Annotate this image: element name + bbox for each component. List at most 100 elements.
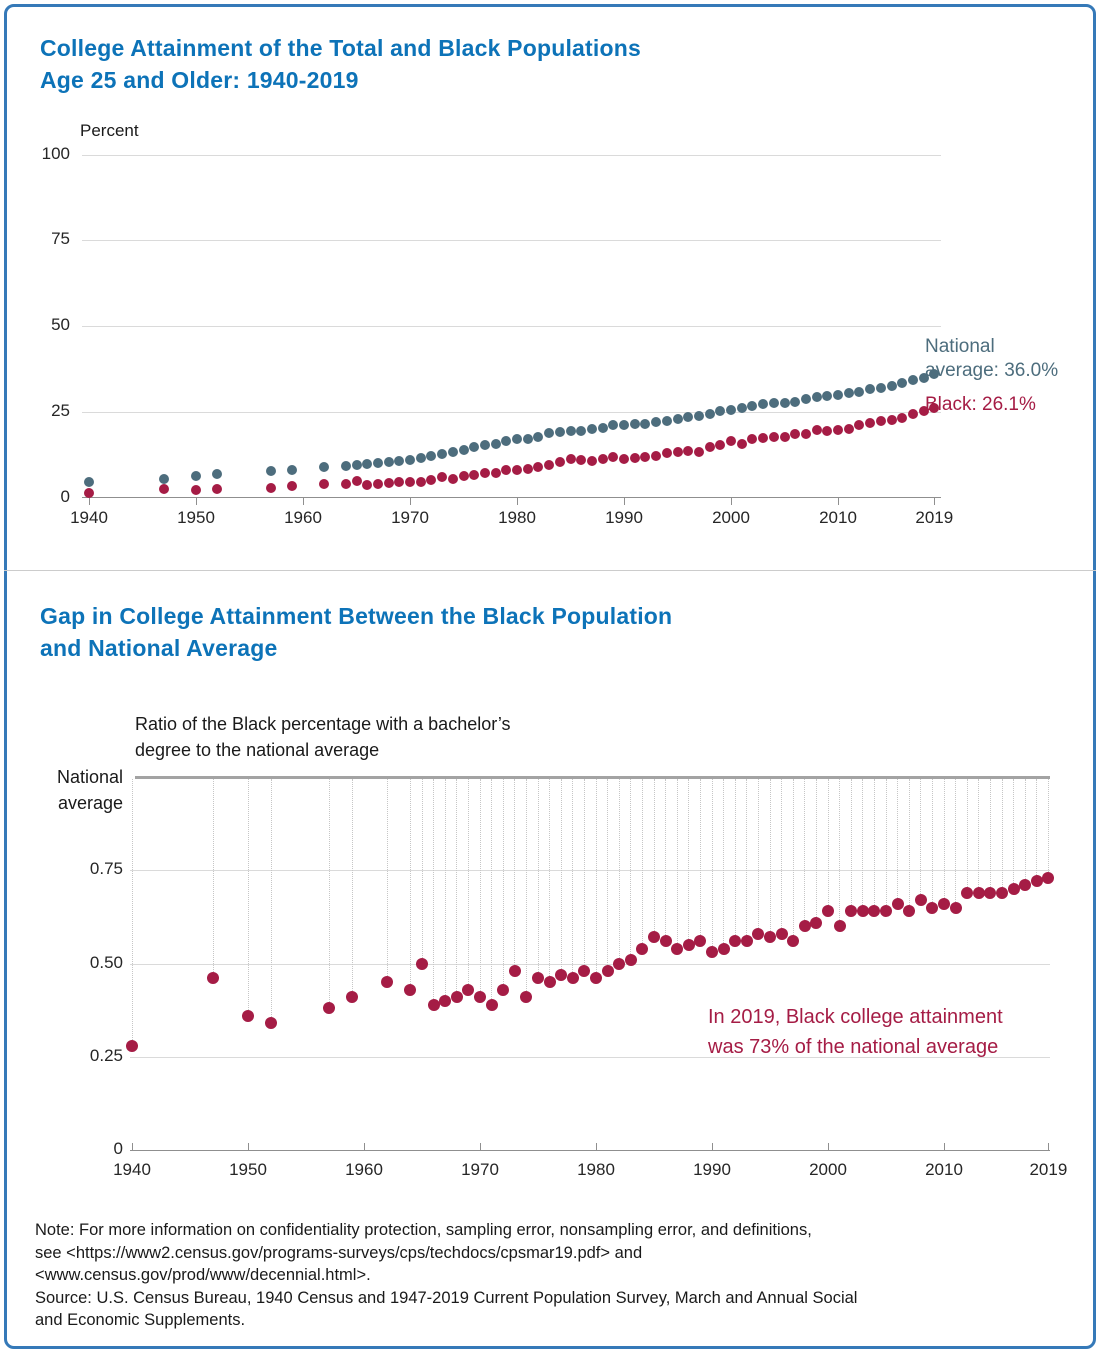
chart1-national-series-label: National average: 36.0% bbox=[925, 336, 1059, 381]
chart2-dropline-1950 bbox=[247, 779, 249, 1016]
chart2-dot-2013 bbox=[972, 886, 985, 899]
chart1-dot-black-1976 bbox=[469, 469, 480, 480]
chart1-ytick-label-0: 0 bbox=[60, 486, 70, 506]
chart1-dot-black-2015 bbox=[886, 415, 897, 426]
chart2-dot-1966 bbox=[427, 998, 440, 1011]
chart2-dropline-1971 bbox=[491, 779, 493, 1005]
chart2-dot-1972 bbox=[497, 983, 510, 996]
chart1-ytick-label-50: 50 bbox=[51, 315, 70, 335]
chart2-dropline-1976 bbox=[549, 779, 551, 983]
chart2-dot-1974 bbox=[520, 991, 533, 1004]
chart2-dot-1982 bbox=[613, 957, 626, 970]
chart1-dot-black-1985 bbox=[565, 454, 576, 465]
chart2-gridline-0.25 bbox=[130, 1056, 1050, 1058]
chart2-dropline-2016 bbox=[1013, 779, 1015, 889]
chart2-dropline-2018 bbox=[1036, 779, 1038, 882]
chart2-dot-1990 bbox=[706, 946, 718, 959]
chart2-dot-1975 bbox=[532, 972, 544, 985]
chart2-dot-1952 bbox=[265, 1017, 278, 1030]
chart2-dot-1979 bbox=[578, 965, 591, 977]
chart2-xtick-1940 bbox=[131, 1143, 133, 1150]
chart2-dot-1967 bbox=[439, 994, 452, 1007]
chart1-xtick-1990 bbox=[623, 498, 625, 505]
chart2-dot-2003 bbox=[856, 905, 869, 918]
chart2-dropline-1985 bbox=[653, 779, 655, 938]
chart1-dot-national-1965 bbox=[351, 460, 362, 471]
chart2-dot-1980 bbox=[590, 972, 602, 985]
chart1-gridline-25 bbox=[82, 411, 941, 413]
chart1-xtick-1960 bbox=[302, 498, 304, 505]
chart2-dropline-1967 bbox=[444, 779, 446, 1001]
chart2-dropline-1982 bbox=[618, 779, 620, 964]
chart2-dot-1993 bbox=[740, 935, 753, 948]
chart1-dot-national-1970 bbox=[405, 454, 415, 465]
chart1-dot-black-1975 bbox=[458, 470, 469, 481]
chart2-dropline-1991 bbox=[723, 779, 725, 949]
chart1-dot-national-1997 bbox=[693, 410, 704, 421]
chart1-y-axis-unit: Percent bbox=[80, 121, 139, 140]
chart2-dropline-1995 bbox=[769, 779, 771, 938]
chart1-dot-black-1966 bbox=[362, 479, 373, 490]
chart1-xtick-label-1970: 1970 bbox=[391, 508, 429, 527]
chart1-dot-black-1987 bbox=[586, 455, 597, 466]
chart2-dropline-2011 bbox=[955, 779, 957, 908]
chart1-dot-national-1952 bbox=[212, 468, 223, 479]
chart1-dot-national-1977 bbox=[479, 439, 490, 450]
chart2-xtick-label-1980: 1980 bbox=[577, 1160, 615, 1179]
chart1-dot-national-2001 bbox=[736, 402, 747, 413]
chart1-dot-national-2014 bbox=[875, 382, 886, 393]
chart1-dot-national-2009 bbox=[822, 391, 833, 402]
chart1-dot-national-2005 bbox=[779, 397, 790, 408]
chart2-dot-2005 bbox=[880, 905, 892, 918]
chart2-dropline-2005 bbox=[885, 779, 887, 912]
chart1-dot-black-1952 bbox=[212, 484, 223, 495]
chart1-dot-national-1981 bbox=[522, 433, 533, 444]
chart1-dot-national-1971 bbox=[415, 453, 426, 464]
chart1-dot-national-1989 bbox=[608, 420, 619, 431]
chart1-dot-national-1994 bbox=[661, 416, 672, 427]
chart2-dot-1985 bbox=[648, 931, 660, 944]
chart1-dot-national-1968 bbox=[383, 456, 394, 467]
chart2-xtick-1980 bbox=[595, 1143, 597, 1150]
chart1-dot-black-1990 bbox=[619, 453, 629, 464]
chart1-dot-national-2013 bbox=[865, 383, 876, 394]
chart1-dot-national-1950 bbox=[191, 471, 201, 482]
chart2-dropline-1959 bbox=[351, 779, 353, 998]
chart2-dot-1957 bbox=[323, 1002, 336, 1015]
chart2-dot-1977 bbox=[555, 968, 568, 981]
chart1-dot-national-2011 bbox=[843, 388, 854, 399]
chart1-dot-black-2009 bbox=[822, 426, 833, 437]
chart2-dropline-1966 bbox=[433, 779, 435, 1005]
chart1-dot-national-1990 bbox=[619, 419, 629, 430]
chart2-dropline-1957 bbox=[328, 779, 330, 1009]
chart1-dot-national-1978 bbox=[490, 438, 501, 449]
chart2-xtick-2010 bbox=[943, 1143, 945, 1150]
chart1-dot-national-1979 bbox=[501, 436, 512, 447]
chart1-xtick-label-1980: 1980 bbox=[498, 508, 536, 527]
chart1-dot-black-1981 bbox=[522, 464, 533, 475]
chart2-dropline-2000 bbox=[827, 779, 829, 912]
chart2-dropline-1997 bbox=[792, 779, 794, 942]
chart2-dropline-2014 bbox=[989, 779, 991, 893]
chart1-dot-national-1987 bbox=[586, 424, 597, 435]
chart1-dot-black-1979 bbox=[501, 465, 512, 476]
chart2-dot-2004 bbox=[868, 905, 881, 918]
chart1-dot-black-1970 bbox=[405, 477, 415, 488]
chart2-xtick-1990 bbox=[711, 1143, 713, 1150]
chart2-dot-1994 bbox=[752, 927, 765, 940]
chart1-xtick-label-2000: 2000 bbox=[712, 508, 750, 527]
chart2-dot-2011 bbox=[949, 901, 962, 914]
chart1-dot-black-2006 bbox=[790, 429, 801, 440]
chart1-dot-black-2002 bbox=[747, 434, 758, 445]
chart1-dot-national-1976 bbox=[469, 442, 480, 453]
chart1-dot-national-2015 bbox=[886, 381, 897, 392]
chart1-dot-black-1974 bbox=[447, 473, 458, 484]
chart1-dot-national-2008 bbox=[811, 391, 822, 402]
chart1-dot-national-2017 bbox=[907, 375, 918, 386]
footer-note: Note: For more information on confidenti… bbox=[35, 1221, 858, 1329]
chart2-dropline-1993 bbox=[746, 779, 748, 942]
chart2-dot-1950 bbox=[242, 1009, 254, 1022]
chart1-dot-black-2019 bbox=[929, 403, 940, 413]
chart1-dot-black-1991 bbox=[629, 453, 640, 464]
chart2-xtick-1950 bbox=[247, 1143, 249, 1150]
